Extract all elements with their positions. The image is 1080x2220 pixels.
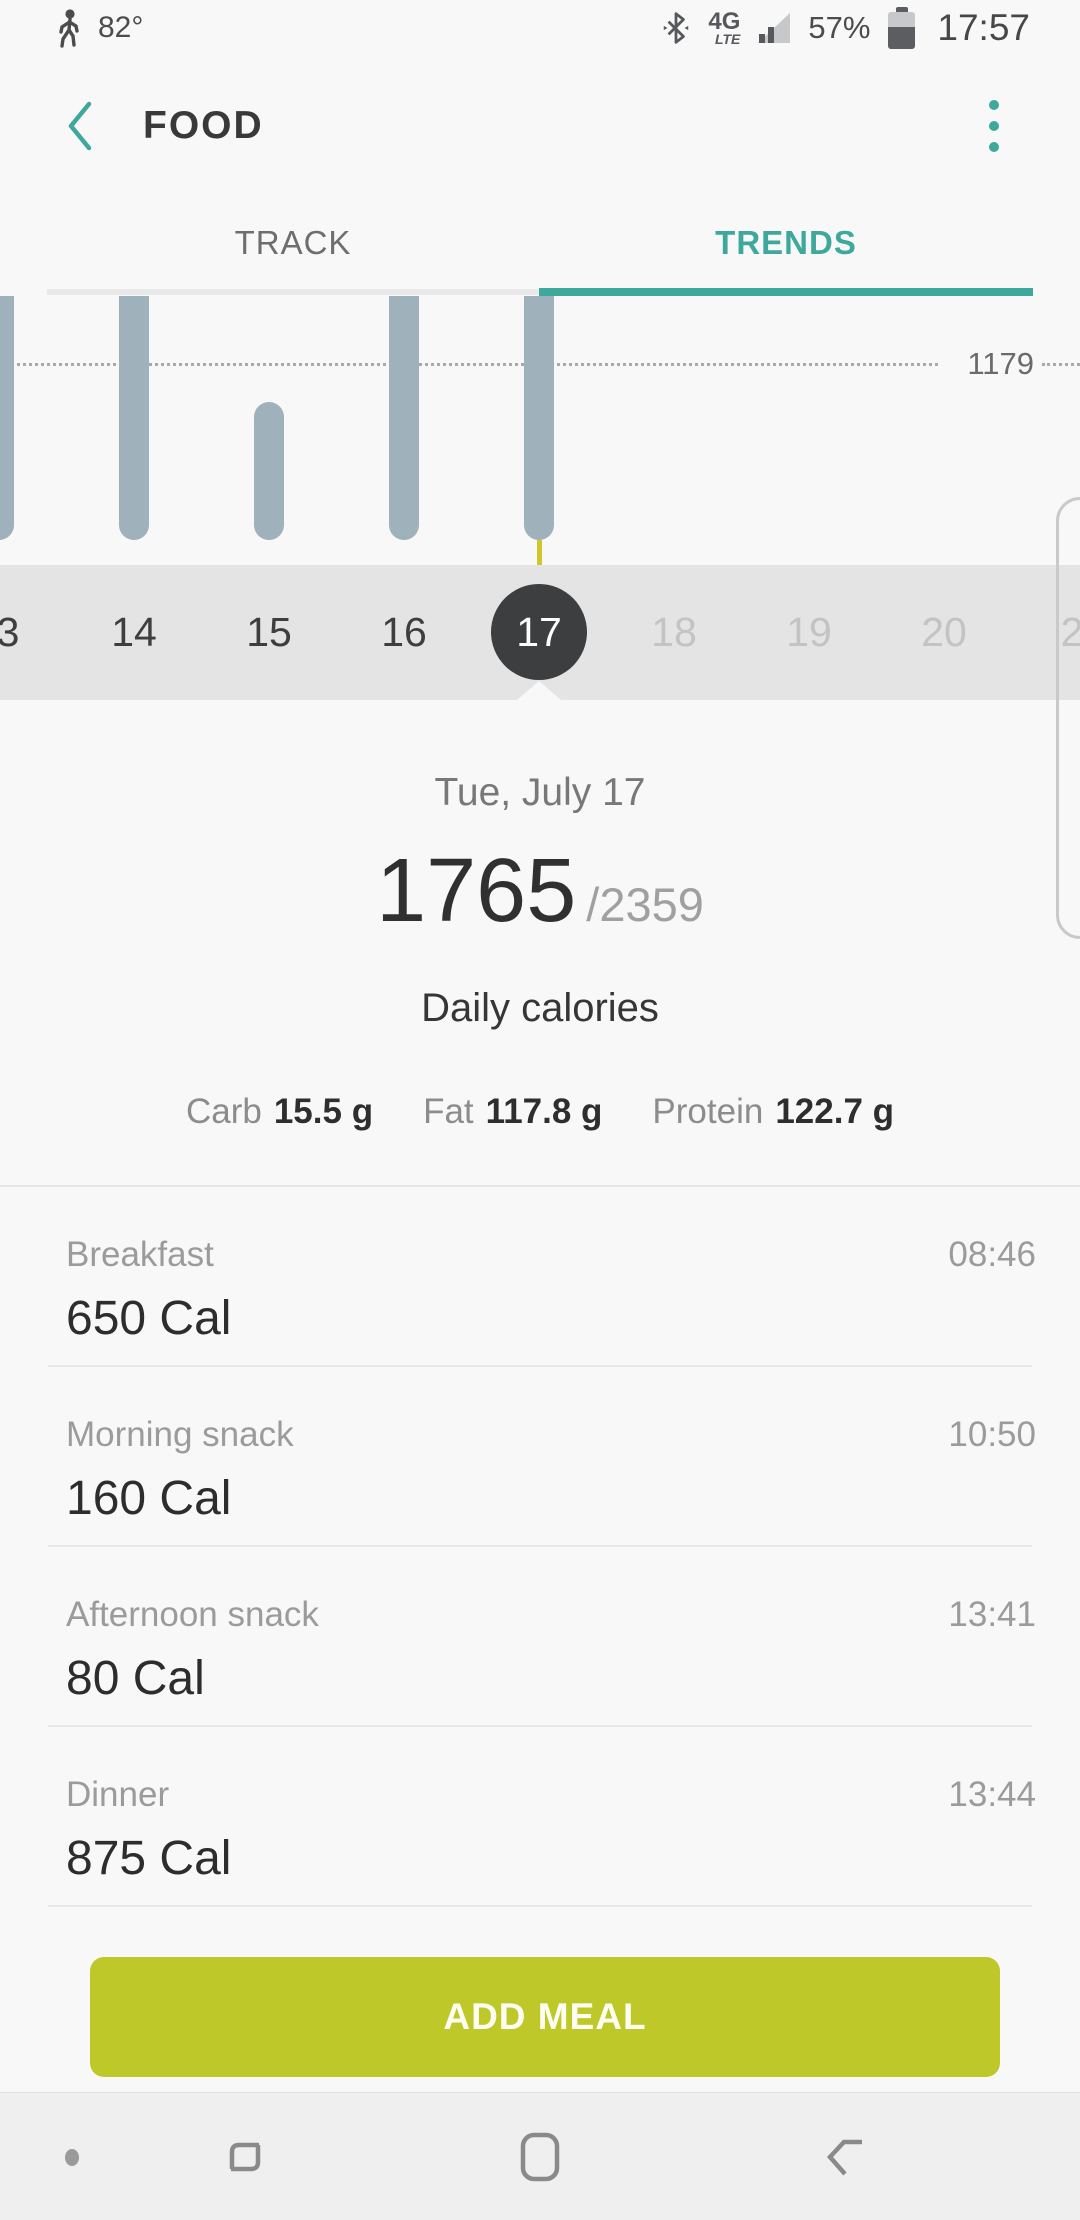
day-14[interactable]: 14 — [111, 609, 157, 655]
nav-back-button[interactable] — [775, 2093, 915, 2220]
macro-fat: Fat 117.8 g — [423, 1092, 603, 1131]
meal-calories: 650 Cal — [66, 1292, 232, 1345]
tab-track-underline — [47, 289, 539, 295]
kebab-menu-icon — [989, 100, 999, 110]
clock: 17:57 — [937, 7, 1030, 48]
page-title: FOOD — [143, 104, 264, 147]
selected-date-label: Tue, July 17 — [434, 771, 646, 814]
macro-summary: Carb 15.5 g Fat 117.8 g Protein 122.7 g — [0, 1092, 1080, 1132]
day-20[interactable]: 20 — [921, 609, 967, 655]
chart-bar-day15[interactable] — [254, 402, 284, 540]
tab-track[interactable]: TRACK — [234, 223, 352, 261]
tab-bar: TRACK TRENDS — [0, 196, 1080, 296]
network-type-icon: 4G LTE — [708, 8, 741, 47]
macro-carb: Carb 15.5 g — [185, 1092, 374, 1131]
meal-row-breakfast[interactable]: Breakfast 08:46 650 Cal — [0, 1187, 1080, 1367]
meal-row-afternoon-snack[interactable]: Afternoon snack 13:41 80 Cal — [0, 1547, 1080, 1727]
battery-percent: 57% — [808, 10, 871, 45]
nav-dot-icon — [65, 2148, 79, 2166]
add-meal-button[interactable]: ADD MEAL — [90, 1957, 1000, 2077]
selected-day-notch — [517, 681, 561, 700]
more-options-button[interactable] — [964, 91, 1024, 161]
meal-calories: 875 Cal — [66, 1832, 232, 1885]
pedometer-walk-icon — [59, 9, 79, 48]
nav-back-icon — [826, 2139, 862, 2176]
meal-name: Afternoon snack — [66, 1595, 319, 1634]
meal-name: Breakfast — [66, 1235, 214, 1274]
daily-calories-caption: Daily calories — [421, 986, 659, 1030]
meal-name: Morning snack — [66, 1415, 294, 1454]
day-13[interactable]: 3 — [0, 609, 20, 655]
app-header: FOOD — [0, 56, 1080, 196]
nav-hide-button[interactable] — [2, 2093, 142, 2220]
selected-day-indicator-line — [537, 540, 542, 565]
bluetooth-icon — [664, 12, 689, 44]
calorie-goal: /2359 — [586, 878, 704, 931]
calorie-total: 1765 /2359 — [0, 828, 1080, 958]
daily-summary: Tue, July 17 1765 /2359 Daily calories C… — [0, 700, 1080, 1185]
nav-recents-button[interactable] — [175, 2093, 315, 2220]
day-17-selected[interactable]: 17 — [491, 584, 587, 680]
tab-trends-underline — [539, 288, 1033, 296]
recents-icon — [229, 2142, 261, 2172]
calories-consumed: 1765 — [376, 841, 577, 941]
day-18[interactable]: 18 — [651, 609, 697, 655]
meal-name: Dinner — [66, 1775, 170, 1814]
battery-icon — [888, 7, 916, 49]
reference-value: 1179 — [967, 346, 1034, 381]
back-chevron-icon — [68, 101, 92, 151]
meal-list: Breakfast 08:46 650 Cal Morning snack 10… — [0, 1185, 1080, 1907]
temperature-readout: 82° — [98, 11, 144, 44]
signal-strength-icon — [758, 13, 791, 43]
day-15[interactable]: 15 — [246, 609, 292, 655]
nav-home-button[interactable] — [470, 2093, 610, 2220]
meal-calories: 160 Cal — [66, 1472, 232, 1525]
reference-line: 1179 — [0, 343, 1080, 385]
meal-time: 08:46 — [948, 1235, 1036, 1274]
back-button[interactable] — [52, 94, 108, 158]
calorie-trend-chart[interactable]: 1179 — [0, 296, 1080, 565]
android-nav-bar — [0, 2092, 1080, 2220]
date-scroller[interactable]: 3 14 15 16 17 18 19 20 2 — [0, 565, 1080, 700]
meal-row-morning-snack[interactable]: Morning snack 10:50 160 Cal — [0, 1367, 1080, 1547]
meal-time: 10:50 — [948, 1415, 1036, 1454]
tab-trends[interactable]: TRENDS — [715, 223, 857, 261]
home-icon — [520, 2132, 560, 2182]
day-16[interactable]: 16 — [381, 609, 427, 655]
meal-time: 13:44 — [948, 1775, 1036, 1814]
chart-bar-day17[interactable] — [524, 296, 554, 540]
meal-time: 13:41 — [948, 1595, 1036, 1634]
meal-calories: 80 Cal — [66, 1652, 205, 1705]
meal-row-dinner[interactable]: Dinner 13:44 875 Cal — [0, 1727, 1080, 1907]
chart-bar-day14[interactable] — [119, 296, 149, 540]
chart-bar-day16[interactable] — [389, 296, 419, 540]
day-19[interactable]: 19 — [786, 609, 832, 655]
macro-protein: Protein 122.7 g — [652, 1092, 895, 1131]
day-21[interactable]: 2 — [1060, 609, 1080, 655]
chart-bar-day13[interactable] — [0, 296, 14, 540]
status-bar: 82° 4G LTE 57% 17:57 — [0, 0, 1080, 56]
